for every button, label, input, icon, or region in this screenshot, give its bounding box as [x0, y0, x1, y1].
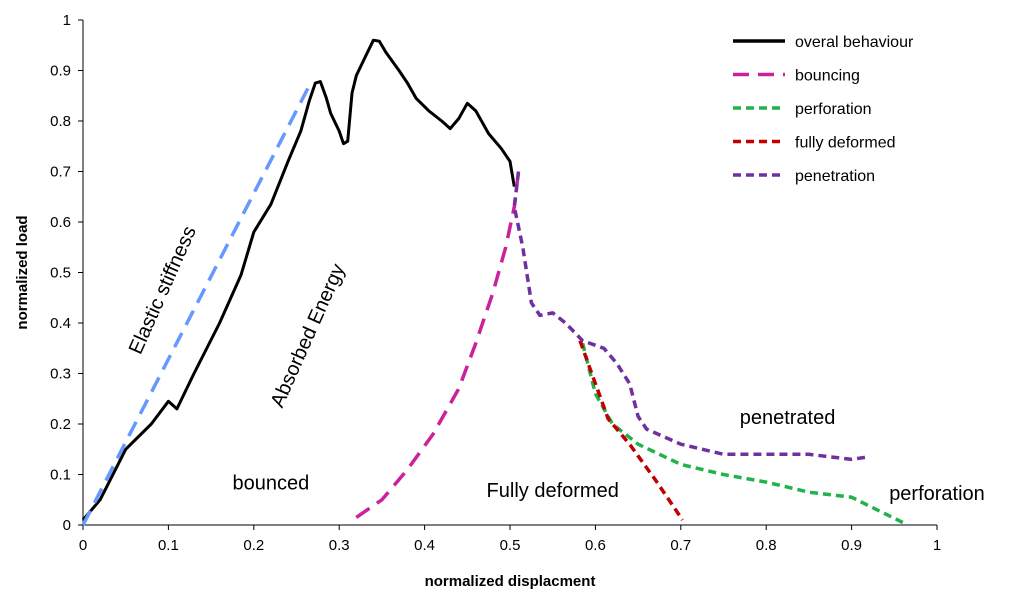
y-tick-label: 0.1 [50, 467, 71, 484]
series-fully-deformed [578, 340, 684, 521]
y-tick-label: 0.7 [50, 164, 71, 181]
series-layer [81, 38, 904, 526]
x-tick-label: 0.8 [756, 537, 777, 554]
y-tick-label: 0 [63, 517, 71, 534]
x-tick-label: 0.2 [243, 537, 264, 554]
x-tick-label: 0.9 [841, 537, 862, 554]
annotation-perforation: perforation [889, 483, 985, 505]
legend: overal behaviour bouncing perforation fully… [733, 34, 914, 185]
annotation-layer: Elastic stiffness Absorbed Energy bounced F… [125, 223, 985, 505]
series-perforation [580, 342, 904, 525]
y-tick-label: 0.3 [50, 366, 71, 383]
x-tick-label: 0.6 [585, 537, 606, 554]
series-penetration [512, 171, 869, 462]
legend-label-bouncing: bouncing [795, 68, 860, 85]
x-tick-label: 0.4 [414, 537, 435, 554]
x-tick-label: 0.7 [670, 537, 691, 554]
x-tick-label: 1 [933, 537, 941, 554]
series-overal-behaviour [81, 38, 516, 521]
annotation-bounced: bounced [233, 473, 310, 495]
y-tick-label: 1 [63, 12, 71, 29]
y-tick-label: 0.2 [50, 416, 71, 433]
series-elastic-stiffness [81, 84, 311, 526]
annotation-elastic-stiffness: Elastic stiffness [125, 223, 201, 358]
annotation-penetrated: penetrated [740, 407, 836, 429]
y-tick-label: 0.9 [50, 63, 71, 80]
y-tick-label: 0.8 [50, 113, 71, 130]
legend-label-fully-deformed: fully deformed [795, 135, 896, 152]
x-tick-label: 0.5 [500, 537, 521, 554]
y-tick-label: 0.4 [50, 315, 71, 332]
legend-label-overal-behaviour: overal behaviour [795, 34, 914, 51]
x-tick-label: 0.3 [329, 537, 350, 554]
y-tick-label: 0.6 [50, 214, 71, 231]
legend-label-penetration: penetration [795, 168, 875, 185]
x-tick-label: 0 [79, 537, 87, 554]
annotation-fully-deformed: Fully deformed [487, 480, 619, 502]
legend-label-perforation: perforation [795, 101, 872, 118]
annotation-absorbed-energy: Absorbed Energy [267, 261, 350, 411]
axes: 0 0.1 0.2 0.3 0.4 0.5 0.6 0.7 0.8 0.9 1 0 0.1 0.2 0.3 0… [50, 12, 941, 554]
x-tick-label: 0.1 [158, 537, 179, 554]
y-tick-label: 0.5 [50, 265, 71, 282]
y-axis-title: normalized load [14, 215, 31, 329]
series-bouncing [355, 171, 521, 519]
x-axis-title: normalized displacment [425, 573, 596, 590]
